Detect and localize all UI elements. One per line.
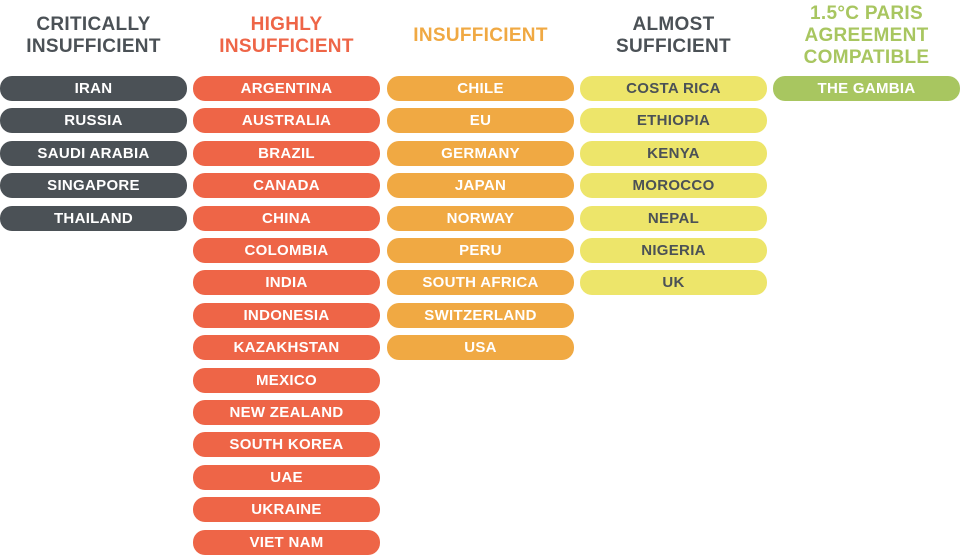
column-title: HIGHLY INSUFFICIENT: [219, 14, 354, 57]
country-pill: BRAZIL: [193, 140, 380, 166]
country-pill: COSTA RICA: [580, 76, 767, 101]
country-pill: INDIA: [193, 270, 380, 296]
country-pill: CANADA: [193, 173, 380, 199]
country-pill: ARGENTINA: [193, 76, 380, 101]
country-pill: KAZAKHSTAN: [193, 335, 380, 361]
country-pill: UK: [580, 270, 767, 296]
country-pill: ETHIOPIA: [580, 108, 767, 134]
country-pill: NEW ZEALAND: [193, 400, 380, 425]
country-pill: COLOMBIA: [193, 238, 380, 263]
country-pill: NIGERIA: [580, 238, 767, 263]
rating-column: ALMOST SUFFICIENT COSTA RICA ETHIOPIA KENYA…: [580, 0, 767, 296]
country-pill: THE GAMBIA: [773, 76, 960, 101]
country-pill: SINGAPORE: [0, 173, 187, 199]
column-title: ALMOST SUFFICIENT: [616, 14, 731, 57]
country-pill: EU: [387, 108, 574, 134]
country-pill: CHILE: [387, 76, 574, 101]
country-pill: CHINA: [193, 205, 380, 231]
rating-column: CRITICALLY INSUFFICIENT IRAN RUSSIA SAUDI A…: [0, 0, 187, 231]
column-title: INSUFFICIENT: [413, 25, 548, 46]
column-title: CRITICALLY INSUFFICIENT: [26, 14, 161, 57]
rating-column: HIGHLY INSUFFICIENT ARGENTINA AUSTRALIA BRA…: [193, 0, 380, 555]
country-pill: VIET NAM: [193, 529, 380, 555]
country-pill: KENYA: [580, 140, 767, 166]
country-pill: NEPAL: [580, 205, 767, 231]
country-pill: MOROCCO: [580, 173, 767, 199]
country-pill: SOUTH AFRICA: [387, 270, 574, 296]
country-pill: THAILAND: [0, 205, 187, 231]
country-pill: GERMANY: [387, 140, 574, 166]
country-pill: SOUTH KOREA: [193, 432, 380, 458]
rating-column: INSUFFICIENT CHILE EU GERMANY JAPAN NORWAY PER…: [387, 0, 574, 361]
column-title: 1.5°C PARIS AGREEMENT COMPATIBLE: [803, 3, 930, 68]
country-pill: UKRAINE: [193, 497, 380, 523]
rating-column: 1.5°C PARIS AGREEMENT COMPATIBLE THE GAMB…: [773, 0, 960, 101]
country-pill: NORWAY: [387, 205, 574, 231]
country-pill: SAUDI ARABIA: [0, 140, 187, 166]
country-pill: IRAN: [0, 76, 187, 101]
country-pill: RUSSIA: [0, 108, 187, 134]
country-pill: MEXICO: [193, 367, 380, 393]
country-pill: JAPAN: [387, 173, 574, 199]
country-pill: SWITZERLAND: [387, 302, 574, 328]
country-pill: AUSTRALIA: [193, 108, 380, 134]
country-pill: UAE: [193, 464, 380, 490]
country-pill: INDONESIA: [193, 302, 380, 328]
country-pill: USA: [387, 335, 574, 361]
country-pill: PERU: [387, 238, 574, 263]
